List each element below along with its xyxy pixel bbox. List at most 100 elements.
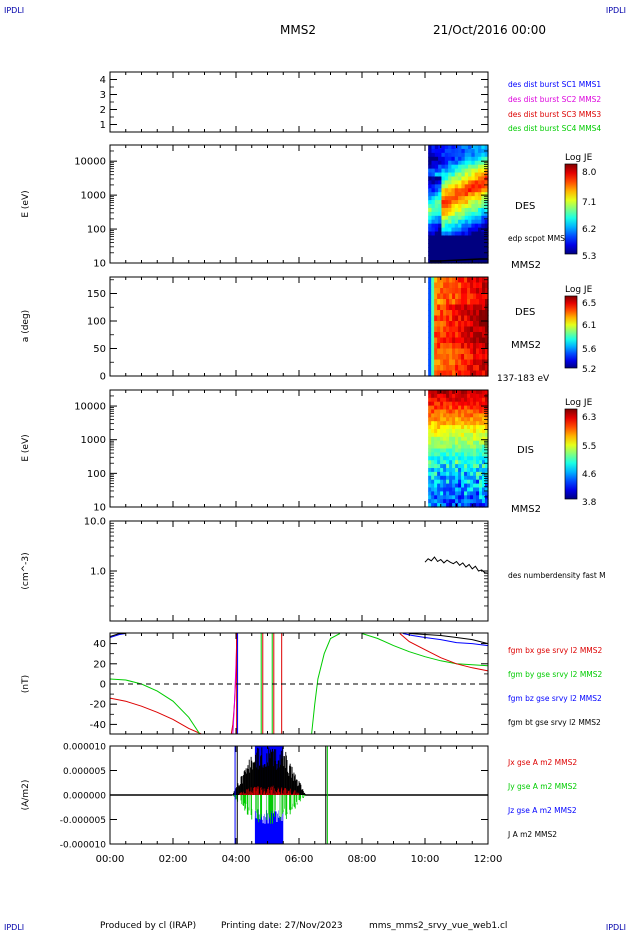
spectrogram-cell bbox=[431, 160, 436, 166]
spectrogram-cell bbox=[470, 475, 474, 481]
spectrogram-cell bbox=[428, 315, 432, 322]
spectrogram-cell bbox=[448, 192, 453, 197]
spectrogram-cell bbox=[428, 440, 432, 446]
spectrogram-cell bbox=[446, 436, 450, 442]
spectrogram-cell bbox=[479, 359, 483, 366]
spectrogram-cell bbox=[476, 343, 480, 350]
fgm-legend-bz: fgm bz gse srvy l2 MMS2 bbox=[508, 694, 602, 703]
spectrogram-cell bbox=[446, 315, 450, 322]
spectrogram-cell bbox=[482, 315, 486, 322]
current-ylabel: (A/m2) bbox=[21, 780, 31, 811]
spectrogram-cell bbox=[458, 471, 462, 477]
spectrogram-cell bbox=[428, 491, 432, 496]
dis-energy-label: DIS bbox=[517, 445, 534, 456]
spectrogram-cell bbox=[478, 207, 482, 213]
spectrogram-cell bbox=[471, 204, 476, 209]
series-line bbox=[109, 678, 201, 735]
spectrogram-cell bbox=[428, 168, 433, 174]
spectrogram-cell bbox=[431, 429, 435, 434]
spectrogram-cell bbox=[467, 354, 471, 361]
spectrogram-cell bbox=[444, 180, 449, 185]
spectrogram-cell bbox=[473, 337, 477, 344]
spectrogram-cell bbox=[461, 215, 466, 221]
spectrogram-cell bbox=[448, 247, 453, 252]
spectrogram-cell bbox=[461, 440, 465, 446]
spectrogram-cell bbox=[458, 413, 462, 418]
spectrogram-cell bbox=[471, 188, 476, 193]
spectrogram-cell bbox=[431, 310, 435, 317]
spectrogram-cell bbox=[455, 421, 459, 426]
spectrogram-cell bbox=[476, 365, 480, 372]
spectrogram-cell bbox=[440, 452, 444, 457]
spectrogram-cell bbox=[434, 390, 438, 395]
spectrogram-cell bbox=[461, 223, 466, 229]
spectrogram-cell bbox=[461, 176, 466, 181]
spectrogram-cell bbox=[452, 425, 456, 430]
spectrogram-cell bbox=[467, 365, 471, 372]
spectrogram-cell bbox=[458, 219, 462, 225]
spectrogram-cell bbox=[455, 401, 459, 407]
spectrogram-cell bbox=[476, 409, 480, 414]
spectrogram-cell bbox=[449, 448, 453, 453]
spectrogram-cell bbox=[428, 421, 432, 426]
spectrogram-cell bbox=[434, 176, 439, 181]
spectrogram-cell bbox=[481, 188, 486, 193]
spectrogram-cell bbox=[434, 145, 439, 150]
spectrogram-cell bbox=[431, 397, 435, 403]
spectrogram-cell bbox=[479, 444, 483, 450]
spectrogram-cell bbox=[446, 293, 450, 300]
spectrogram-cell bbox=[467, 413, 471, 418]
spectrogram-cell bbox=[438, 160, 443, 166]
spectrogram-cell bbox=[440, 401, 444, 407]
spectrogram-cell bbox=[464, 160, 469, 166]
spectrogram-cell bbox=[455, 359, 459, 366]
spectrogram-cell bbox=[451, 160, 456, 166]
y-tick-label: 100 bbox=[87, 317, 106, 328]
spectrogram-cell bbox=[474, 180, 479, 185]
spectrogram-cell bbox=[440, 471, 444, 477]
spectrogram-cell bbox=[443, 288, 447, 295]
spectrogram-cell bbox=[485, 288, 489, 295]
spectrogram-cell bbox=[481, 192, 486, 197]
spectrogram-cell bbox=[428, 456, 432, 461]
spectrogram-cell bbox=[444, 156, 449, 162]
spectrogram-cell bbox=[428, 468, 432, 473]
spectrogram-cell bbox=[437, 413, 441, 418]
spectrogram-cell bbox=[484, 243, 489, 248]
spectrogram-cell bbox=[473, 503, 477, 508]
spectrogram-cell bbox=[471, 192, 476, 197]
spectrogram-cell bbox=[464, 204, 469, 209]
spectrogram-cell bbox=[464, 348, 468, 355]
spectrogram-cell bbox=[470, 288, 474, 295]
spectrogram-cell bbox=[470, 471, 474, 477]
spectrogram-cell bbox=[428, 393, 432, 399]
dis-energy-colorbar-title: Log JE bbox=[565, 398, 593, 408]
spectrogram-cell bbox=[428, 343, 432, 350]
spectrogram-cell bbox=[455, 495, 459, 500]
spectrogram-cell bbox=[458, 176, 462, 181]
spectrogram-cell bbox=[481, 176, 486, 181]
spectrogram-cell bbox=[479, 332, 483, 339]
spectrogram-cell bbox=[464, 196, 469, 201]
y-tick-label: 0.000005 bbox=[63, 767, 106, 777]
spectrogram-cell bbox=[444, 160, 449, 166]
spectrogram-cell bbox=[476, 332, 480, 339]
spectrogram-cell bbox=[470, 401, 474, 407]
spectrogram-cell bbox=[428, 282, 432, 289]
spectrogram-cell bbox=[437, 370, 441, 377]
spectrogram-cell bbox=[458, 223, 462, 229]
spectrogram-cell bbox=[454, 152, 459, 158]
spectrogram-cell bbox=[468, 168, 472, 174]
spectrogram-cell bbox=[454, 172, 459, 178]
spectrogram-cell bbox=[458, 164, 462, 170]
spectrogram-cell bbox=[470, 417, 474, 422]
spectrogram-cell bbox=[481, 152, 486, 158]
spectrogram-cell bbox=[428, 460, 432, 465]
spectrogram-cell bbox=[471, 176, 476, 181]
spectrogram-cell bbox=[431, 211, 436, 217]
spectrogram-cell bbox=[431, 436, 435, 442]
spectrogram-cell bbox=[431, 495, 435, 500]
spectrogram-cell bbox=[473, 452, 477, 457]
spectrogram-cell bbox=[464, 354, 468, 361]
